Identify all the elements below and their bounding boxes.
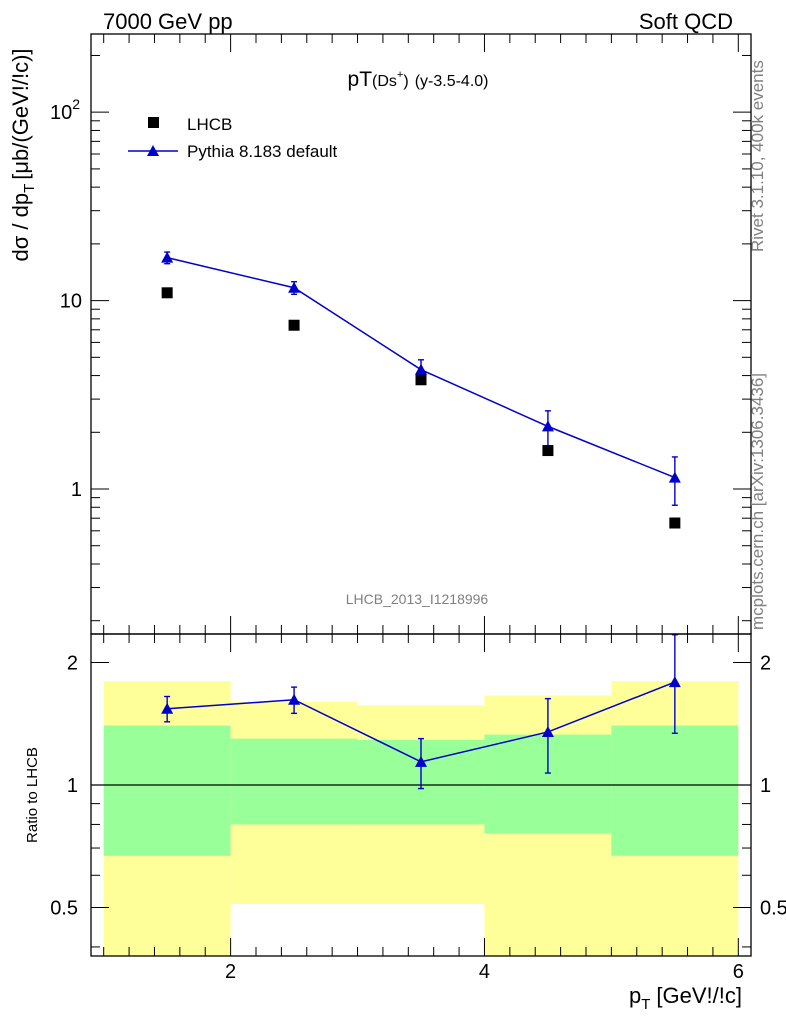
ratio-point xyxy=(161,702,174,714)
x-tick-label: 4 xyxy=(479,961,490,983)
legend: LHCB Pythia 8.183 default xyxy=(128,115,338,161)
lhcb-data-point xyxy=(669,517,681,529)
ratio-y-tick-label: 2 xyxy=(67,653,78,675)
y-tick-label: 10 xyxy=(60,291,82,313)
ratio-y-tick-label: 2 xyxy=(760,653,771,675)
ratio-y-tick-label: 0.5 xyxy=(50,897,78,919)
process-label: Soft QCD xyxy=(639,9,733,34)
lhcb-data-point xyxy=(542,445,554,457)
main-axis-ticks: 1 10 102 xyxy=(50,34,751,634)
ratio-axis-ticks: 0.5 0.5 1 1 2 2 2 4 6 xyxy=(50,634,786,983)
pythia-point xyxy=(161,251,174,263)
ratio-panel-border xyxy=(90,633,752,957)
ratio-point xyxy=(668,676,681,688)
legend-pythia-label: Pythia 8.183 default xyxy=(187,142,338,161)
main-y-axis-label: dσ / dpT[μb/(GeV!/!c)] xyxy=(8,48,38,261)
legend-lhcb-label: LHCB xyxy=(187,115,232,134)
inner-uncertainty-band xyxy=(230,738,358,825)
ratio-y-tick-label: 1 xyxy=(760,775,771,797)
lhcb-data-point xyxy=(415,374,427,386)
x-axis-label: pT [GeV!/!c] xyxy=(629,983,742,1013)
lhcb-data-point xyxy=(288,319,300,331)
ratio-y-axis-label: Ratio to LHCB xyxy=(24,747,41,843)
ratio-y-tick-label: 1 xyxy=(67,775,78,797)
pythia-point xyxy=(668,471,681,483)
ratio-point xyxy=(288,693,301,705)
y-tick-label: 1 xyxy=(71,479,82,501)
pythia-point xyxy=(541,420,554,432)
rivet-version-label: Rivet 3.1.10, 400k events xyxy=(748,60,767,252)
x-tick-label: 6 xyxy=(733,961,744,983)
legend-pythia-marker-icon xyxy=(147,145,159,156)
pythia-point xyxy=(415,363,427,375)
analysis-watermark: LHCB_2013_I1218996 xyxy=(346,591,489,607)
ratio-panel-frame xyxy=(90,633,752,957)
y-tick-label: 102 xyxy=(50,96,80,124)
ratio-y-tick-label: 0.5 xyxy=(760,897,786,919)
ratio-point xyxy=(541,725,554,737)
main-panel xyxy=(161,251,681,529)
inner-uncertainty-band xyxy=(103,725,231,856)
ratio-panel xyxy=(91,634,751,956)
mcplots-source-label: mcplots.cern.ch [arXiv:1306.3436] xyxy=(748,372,767,630)
plot-title: pT(Ds+) (y-3.5-4.0) xyxy=(348,68,489,91)
energy-label: 7000 GeV pp xyxy=(103,9,233,34)
ratio-point xyxy=(415,755,427,767)
legend-lhcb-marker-icon xyxy=(148,117,159,128)
pythia-point xyxy=(288,281,301,293)
inner-uncertainty-band xyxy=(611,725,739,856)
lhcb-data-point xyxy=(161,287,173,299)
x-tick-label: 2 xyxy=(225,961,236,983)
